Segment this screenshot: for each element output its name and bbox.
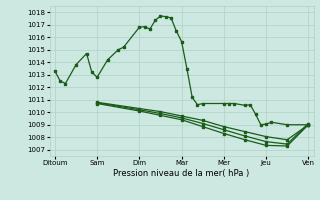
X-axis label: Pression niveau de la mer( hPa ): Pression niveau de la mer( hPa ): [114, 169, 250, 178]
